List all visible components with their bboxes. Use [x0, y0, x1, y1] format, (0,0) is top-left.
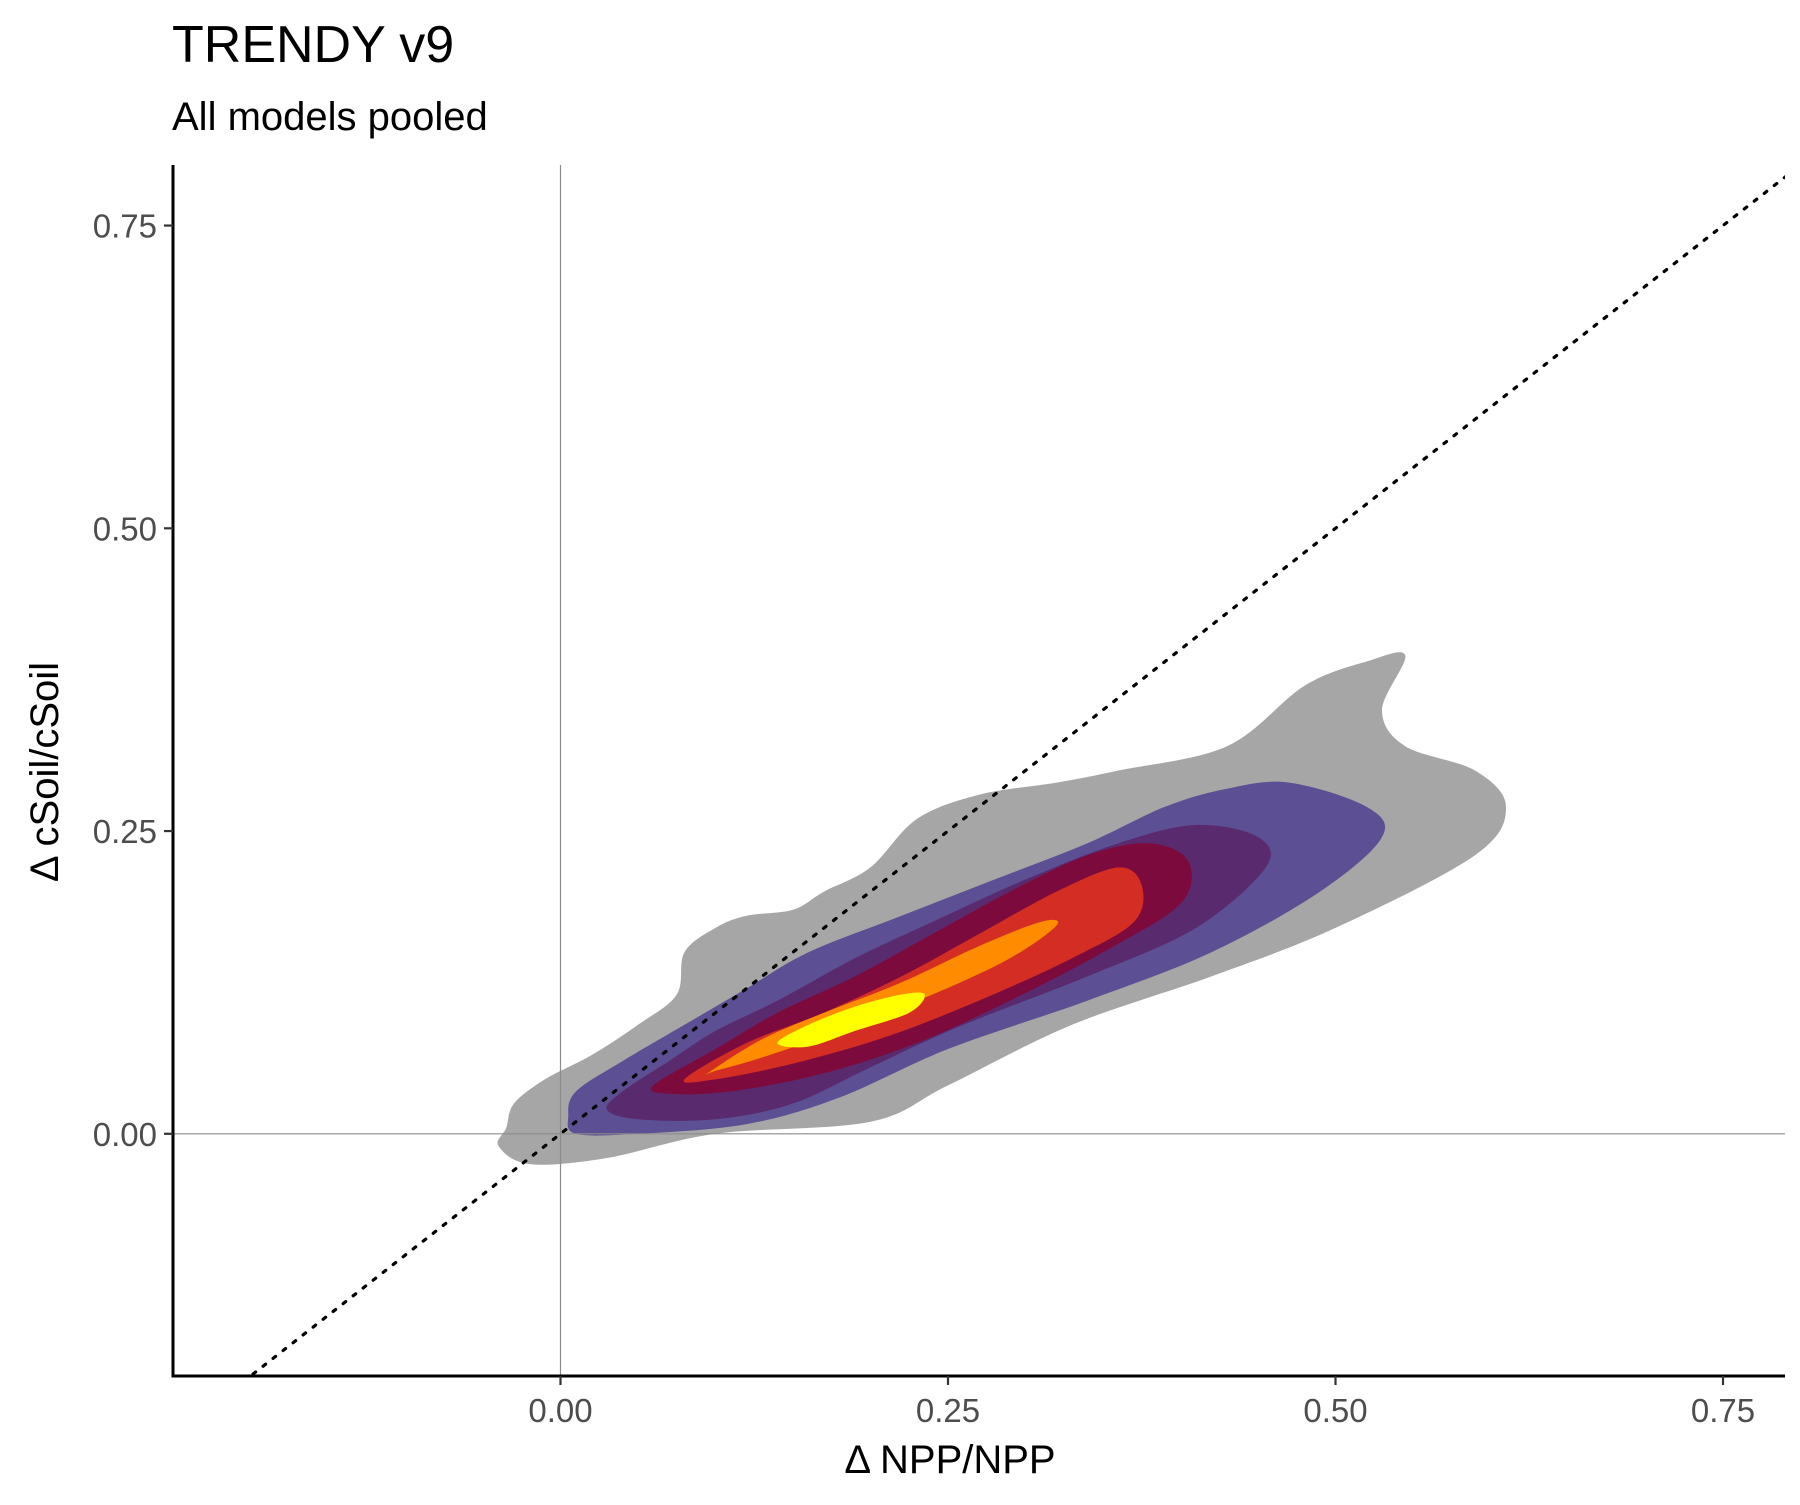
- identity-line: [247, 175, 1785, 1376]
- x-tick-label: 0.00: [528, 1392, 592, 1429]
- x-tick-label: 0.75: [1691, 1392, 1755, 1429]
- y-tick-label: 0.50: [93, 510, 157, 547]
- y-tick-label: 0.75: [93, 208, 157, 245]
- y-tick-label: 0.25: [93, 813, 157, 850]
- axes: 0.00 0.25 0.50 0.75 0.00 0.25 0.50 0.75: [93, 165, 1785, 1429]
- plot-panel: [173, 165, 1785, 1376]
- density-band-level-7: [777, 992, 925, 1048]
- x-tick-label: 0.50: [1303, 1392, 1367, 1429]
- y-axis-title: Δ cSoil/cSoil: [23, 662, 67, 882]
- chart-subtitle: All models pooled: [172, 95, 488, 139]
- y-tick-label: 0.00: [93, 1116, 157, 1153]
- plot-area: [173, 165, 1785, 1376]
- chart-title: TRENDY v9: [172, 16, 454, 74]
- x-axis-title: Δ NPP/NPP: [844, 1438, 1055, 1482]
- x-tick-label: 0.25: [916, 1392, 980, 1429]
